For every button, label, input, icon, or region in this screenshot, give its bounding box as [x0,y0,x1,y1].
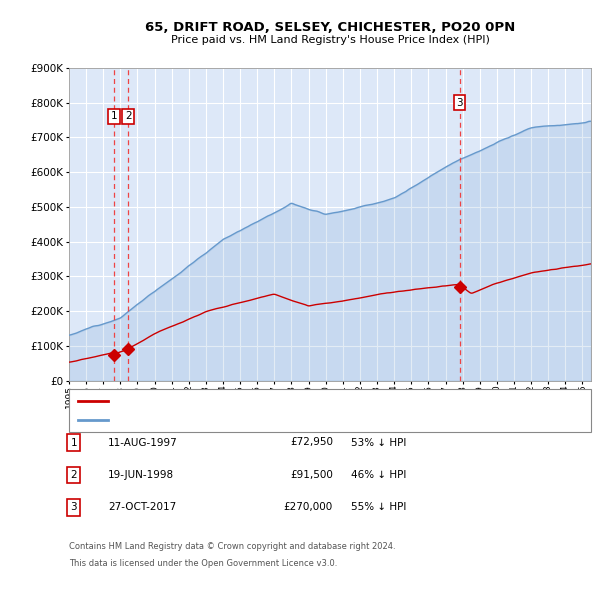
Text: 2: 2 [125,112,132,122]
Text: 46% ↓ HPI: 46% ↓ HPI [351,470,406,480]
Text: 65, DRIFT ROAD, SELSEY, CHICHESTER, PO20 0PN (detached house): 65, DRIFT ROAD, SELSEY, CHICHESTER, PO20… [114,397,421,406]
Text: This data is licensed under the Open Government Licence v3.0.: This data is licensed under the Open Gov… [69,559,337,568]
Text: £270,000: £270,000 [284,503,333,512]
Text: 55% ↓ HPI: 55% ↓ HPI [351,503,406,512]
Text: 11-AUG-1997: 11-AUG-1997 [108,438,178,447]
Text: Price paid vs. HM Land Registry's House Price Index (HPI): Price paid vs. HM Land Registry's House … [170,35,490,45]
Text: Contains HM Land Registry data © Crown copyright and database right 2024.: Contains HM Land Registry data © Crown c… [69,542,395,550]
Text: HPI: Average price, detached house, Chichester: HPI: Average price, detached house, Chic… [114,415,330,424]
Text: 19-JUN-1998: 19-JUN-1998 [108,470,174,480]
Text: £91,500: £91,500 [290,470,333,480]
Text: 3: 3 [456,97,463,107]
Text: 1: 1 [110,112,117,122]
Text: 3: 3 [70,503,77,512]
Text: £72,950: £72,950 [290,438,333,447]
Text: 27-OCT-2017: 27-OCT-2017 [108,503,176,512]
Text: 53% ↓ HPI: 53% ↓ HPI [351,438,406,447]
Text: 1: 1 [70,438,77,447]
Text: 2: 2 [70,470,77,480]
Text: 65, DRIFT ROAD, SELSEY, CHICHESTER, PO20 0PN: 65, DRIFT ROAD, SELSEY, CHICHESTER, PO20… [145,21,515,34]
